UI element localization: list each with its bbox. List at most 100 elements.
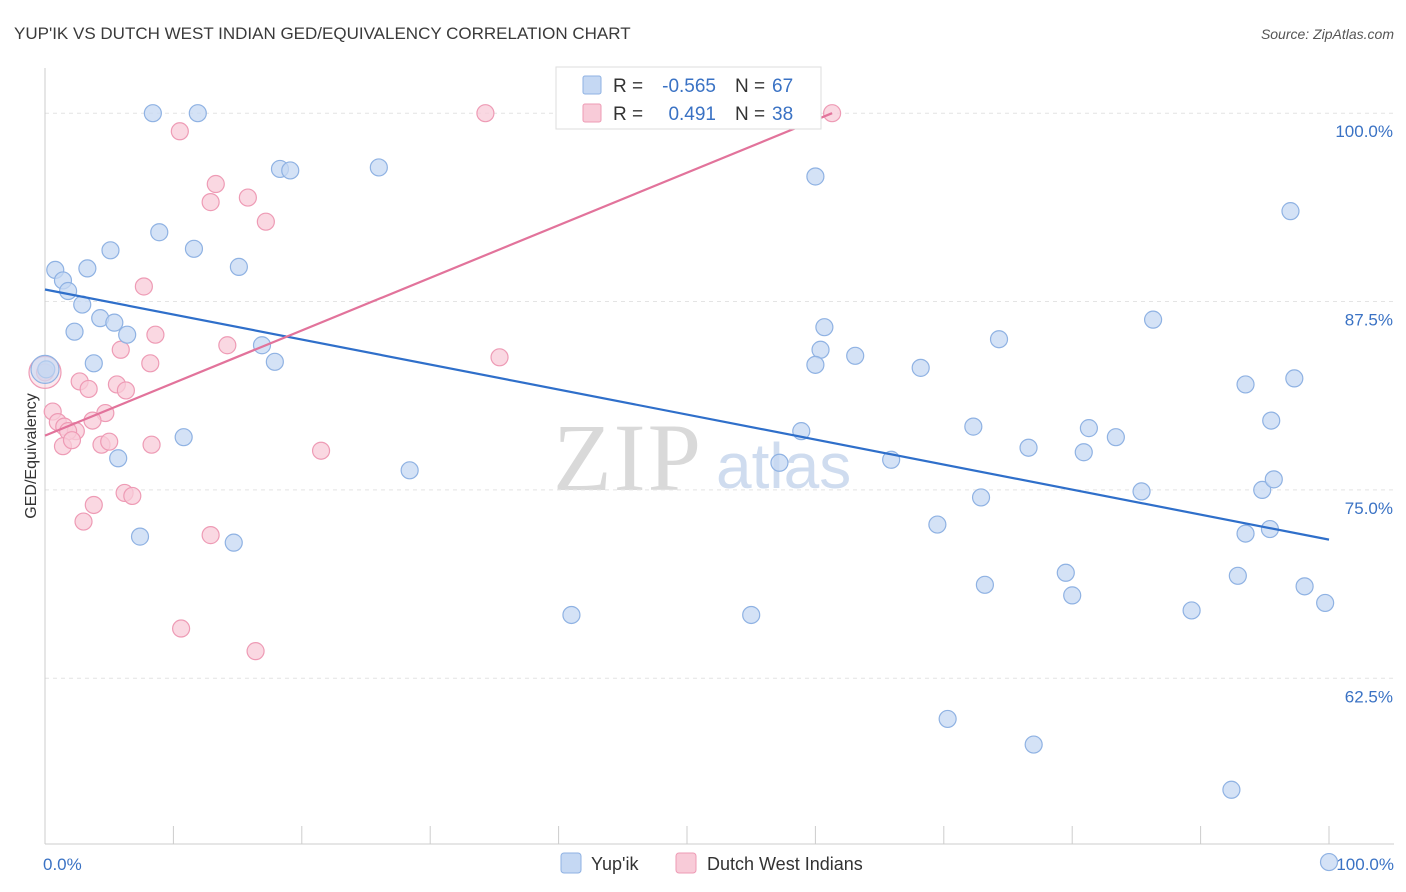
correlation-legend: R = -0.565 N = 67 R = 0.491 N = 38 [555,66,822,130]
legend-n-value-2: 38 [772,104,793,125]
dutch-west-indians-point [201,526,220,545]
dutch-west-indians-point [146,325,165,344]
legend-swatch-dutch [582,103,602,123]
yupik-point [1063,586,1082,605]
dutch-west-indians-point [170,122,189,141]
yupik-point [188,104,207,123]
x-axis-ticks [44,826,1330,844]
legend-r-label-1: R = [613,76,643,97]
series-legend: Yup'ik Dutch West Indians [560,852,863,874]
dutch-west-indians-point [256,212,275,231]
yupik-point [971,488,991,507]
yupik-point [964,417,983,436]
yupik-point [130,527,150,546]
dutch-trend-line [44,112,833,437]
yupik-point-large [30,354,60,384]
watermark: ZIP atlas [553,404,851,511]
yupik-point [1182,601,1201,620]
yupik-point [150,223,169,242]
legend-r-label-2: R = [613,104,643,125]
dutch-west-indians-point [100,432,119,451]
yupik-point [265,352,284,371]
series-legend-swatch-yupik [560,852,582,874]
yupik-point [65,322,84,341]
yupik-point [78,259,97,278]
dutch-west-indians-point [142,435,161,454]
yupik-point [1281,202,1300,221]
dutch-west-indians-point [311,441,331,460]
yupik-point [989,330,1009,349]
y-tick-label: 100.0% [1335,122,1393,141]
yupik-point [184,239,204,258]
yupik-point [143,104,162,123]
legend-r-value-1: -0.565 [662,76,716,97]
yupik-point [400,461,419,480]
yupik-point [1106,428,1125,447]
y-tick-label: 75.0% [1345,499,1393,518]
yupik-point [1019,438,1038,457]
yupik-point [1132,482,1151,501]
y-tick-label: 87.5% [1345,311,1393,330]
legend-n-value-1: 67 [772,76,793,97]
legend-r-value-2: 0.491 [668,104,716,125]
dutch-west-indians-point [62,431,82,450]
yupik-point [806,167,825,186]
yupik-point [811,340,830,359]
yupik-point [1228,566,1247,585]
yupik-point [1236,375,1255,394]
yupik-point [229,257,248,276]
y-axis-label: GED/Equivalency [23,393,40,518]
yupik-point [1253,480,1272,500]
dutch-west-indians-point [201,193,220,212]
watermark-zip: ZIP [553,404,703,511]
dutch-west-indians-point [111,340,130,359]
dutch-west-indians-point [123,486,142,506]
legend-n-label-1: N = [735,76,765,97]
yupik-point [118,325,137,344]
yupik-point [59,281,78,301]
dutch-west-indians-point [218,336,237,355]
yupik-point [911,358,930,377]
series-legend-label-dutch: Dutch West Indians [707,854,863,874]
yupik-point [1285,369,1304,388]
x-tick-label-min: 0.0% [43,855,82,874]
yupik-point [105,313,124,332]
yupik-point [1262,411,1281,430]
dutch-west-indians-point [238,188,257,207]
yupik-point [1143,310,1163,329]
yupik-point [975,575,994,594]
dutch-west-indians-point [79,379,98,399]
dutch-west-indians-point [476,104,495,123]
yupik-point [1316,593,1335,613]
yupik-point [1079,419,1098,438]
dutch-west-indians-point [84,495,103,515]
yupik-point [101,241,120,260]
dutch-west-indians-point [134,277,153,296]
dutch-west-indians-point [206,174,225,194]
dutch-west-indians-point [490,348,509,367]
series-legend-label-yupik: Yup'ik [591,854,639,874]
yupik-point [109,449,128,468]
yupik-point [928,515,947,534]
yupik-point [1295,577,1314,596]
chart-title: YUP'IK VS DUTCH WEST INDIAN GED/EQUIVALE… [14,24,631,43]
yupik-point [369,158,388,177]
series-yupik-points [30,104,1339,872]
yupik-point [1319,852,1339,872]
yupik-point [806,355,825,374]
yupik-point [174,428,193,447]
yupik-point [1056,563,1075,582]
yupik-point [815,318,834,337]
yupik-point [281,161,300,180]
series-dutch-west-indians-points [28,104,842,661]
yupik-trend-line [44,288,1330,541]
legend-swatch-yupik [582,75,602,95]
dutch-west-indians-point [74,512,93,531]
yupik-point [742,605,761,625]
dutch-west-indians-point [141,354,160,373]
dutch-west-indians-point [246,642,265,661]
legend-n-label-2: N = [735,104,765,125]
yupik-point [1074,443,1093,462]
x-tick-label-max: 100.0% [1336,855,1394,874]
